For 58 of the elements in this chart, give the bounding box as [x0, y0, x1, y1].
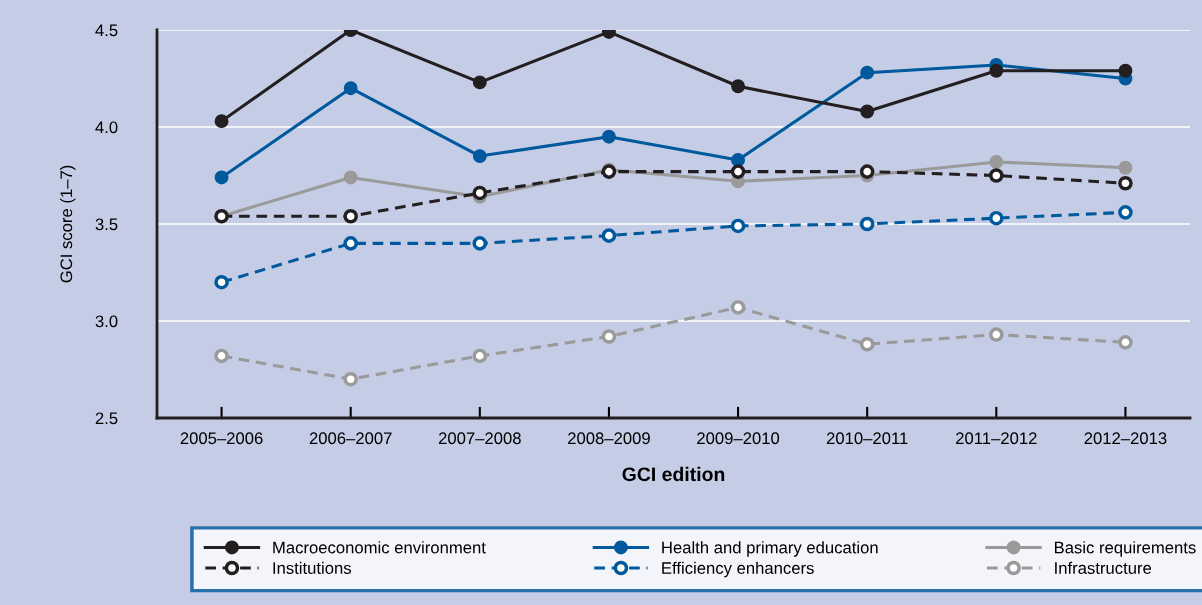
legend-label: Basic requirements: [1054, 541, 1196, 557]
y-axis-title: GCI score (1–7): [59, 165, 76, 283]
point: [1118, 160, 1133, 175]
point: [989, 210, 1004, 226]
legend-label: Macroeconomic environment: [273, 541, 486, 554]
legend-label: Institutions: [273, 561, 352, 574]
x-tick-label: 2011–2012: [956, 432, 1037, 445]
x-tick-label: 2009–2010: [697, 432, 780, 445]
point: [472, 149, 487, 164]
x-tick-label: 2008–2009: [568, 432, 650, 445]
point: [343, 371, 358, 387]
point: [472, 236, 488, 251]
point: [601, 228, 617, 243]
x-tick-label: 2010–2011: [826, 432, 908, 445]
y-tick-label: 4.0: [95, 121, 118, 134]
legend-label: Efficiency enhancers: [662, 561, 814, 578]
point: [343, 170, 358, 185]
legend-label: Health and primary education: [662, 541, 878, 557]
point: [472, 75, 487, 90]
point: [214, 348, 229, 364]
point: [472, 348, 488, 364]
point: [730, 300, 746, 315]
point: [859, 164, 875, 179]
x-tick-label: 2007–2008: [438, 432, 521, 445]
point: [1118, 63, 1133, 78]
point: [601, 329, 617, 344]
point: [730, 218, 746, 234]
point: [860, 104, 875, 119]
point: [989, 168, 1004, 183]
y-tick-label: 3.5: [95, 218, 118, 231]
point: [343, 81, 358, 96]
x-tick-label: 2006–2007: [309, 432, 392, 445]
point: [472, 185, 488, 201]
x-tick-label: 2012–2013: [1084, 432, 1167, 445]
point: [601, 129, 616, 144]
point: [989, 154, 1004, 169]
y-tick-label: 3.0: [95, 315, 118, 328]
point: [860, 65, 875, 80]
point: [1118, 335, 1133, 350]
point: [214, 274, 229, 290]
y-tick-label: 4.5: [95, 24, 118, 37]
point: [214, 170, 229, 185]
point: [731, 153, 746, 167]
point: [343, 236, 358, 251]
y-tick-label: 2.5: [95, 412, 118, 425]
point: [214, 114, 229, 129]
point: [989, 327, 1004, 342]
point: [989, 63, 1004, 78]
x-tick-label: 2005–2006: [180, 432, 263, 445]
point: [859, 216, 875, 232]
point: [343, 208, 358, 224]
legend-label: Infrastructure: [1055, 561, 1152, 574]
x-axis-title: GCI edition: [622, 466, 725, 482]
point: [730, 164, 746, 179]
point: [859, 336, 875, 352]
point: [731, 79, 746, 94]
point: [1118, 175, 1133, 191]
point: [1118, 205, 1133, 220]
